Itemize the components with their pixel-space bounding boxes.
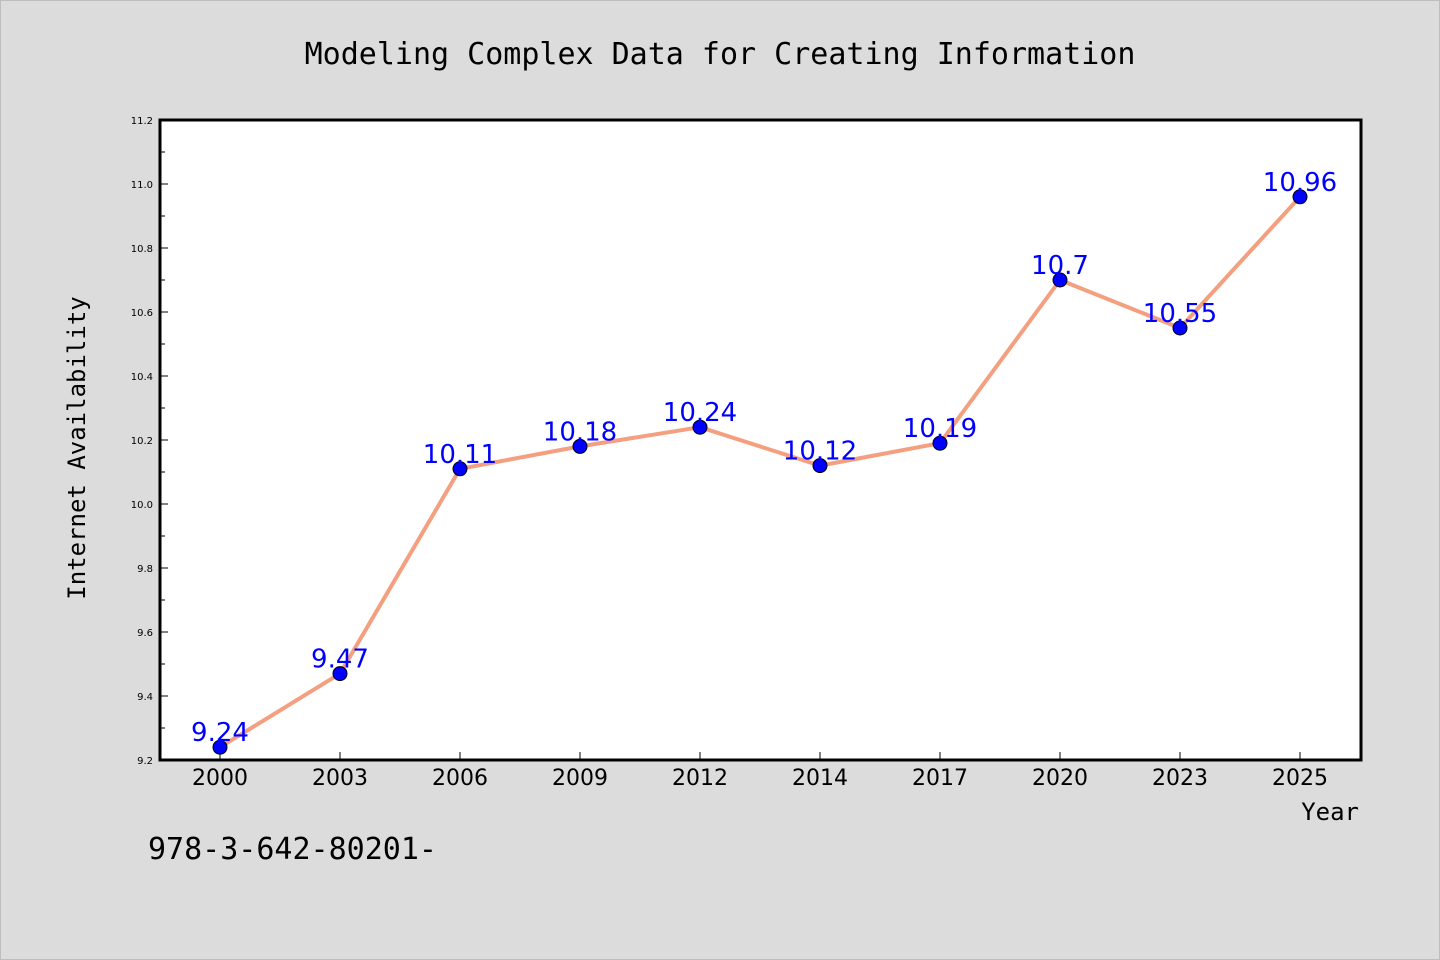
data-point — [332, 666, 348, 682]
data-point — [212, 739, 228, 755]
data-label: 9.24 — [191, 718, 249, 748]
data-label: 10.12 — [783, 437, 857, 467]
y-tick-label: 10.6 — [131, 308, 153, 319]
data-point — [452, 461, 468, 477]
y-tick-label: 10.8 — [131, 244, 153, 255]
y-tick-label: 10.0 — [131, 500, 153, 511]
data-label: 10.11 — [423, 440, 497, 470]
x-tick-label: 2009 — [552, 766, 608, 791]
x-tick-label: 2023 — [1152, 766, 1208, 791]
data-point — [932, 435, 948, 451]
data-label: 10.18 — [543, 417, 617, 447]
chart-title: Modeling Complex Data for Creating Infor… — [305, 37, 1136, 72]
data-label: 10.7 — [1031, 251, 1089, 281]
data-label: 10.24 — [663, 398, 737, 428]
y-axis: 9.2 9.4 9.6 9.8 10.0 10.2 10.4 10.6 10.8 11.0 11.2 — [131, 116, 168, 767]
y-tick-label: 9.4 — [137, 692, 153, 703]
y-tick-label: 10.2 — [131, 436, 153, 447]
data-label: 10.55 — [1143, 299, 1217, 329]
series-line-group — [218, 194, 1302, 750]
y-tick-label: 11.0 — [131, 180, 153, 191]
x-tick-label: 2006 — [432, 766, 488, 791]
data-label: 9.47 — [311, 645, 369, 675]
x-axis-label: Year — [1301, 798, 1359, 826]
y-tick-label: 10.4 — [131, 372, 153, 383]
data-point — [1052, 272, 1068, 288]
x-tick-label: 2014 — [792, 766, 848, 791]
x-tick-label: 2025 — [1272, 766, 1328, 791]
data-point — [1292, 189, 1308, 205]
x-axis: 2000 2003 2006 2009 2012 2014 2017 2020 2023 2025 — [192, 752, 1328, 791]
data-labels-group: 9.24 9.47 10.11 10.18 10.24 10.12 10.19 10.7 10.… — [191, 168, 1337, 748]
series-line — [218, 194, 1302, 750]
data-point — [572, 438, 588, 454]
footer-code: 978-3-642-80201- — [148, 832, 437, 867]
y-tick-label: 11.2 — [131, 116, 153, 127]
markers-group — [212, 189, 1308, 755]
x-tick-label: 2020 — [1032, 766, 1088, 791]
x-tick-label: 2000 — [192, 766, 248, 791]
plot-area — [158, 118, 1363, 762]
x-tick-label: 2017 — [912, 766, 968, 791]
data-point — [1172, 320, 1188, 336]
y-tick-label: 9.6 — [137, 628, 153, 639]
data-point — [692, 419, 708, 435]
data-label: 10.96 — [1263, 168, 1337, 198]
x-tick-label: 2003 — [312, 766, 368, 791]
data-point — [812, 458, 828, 474]
y-axis-label: Internet Availability — [63, 296, 91, 599]
y-tick-label: 9.2 — [137, 756, 153, 767]
x-tick-label: 2012 — [672, 766, 728, 791]
data-label: 10.19 — [903, 414, 977, 444]
y-tick-label: 9.8 — [137, 564, 153, 575]
